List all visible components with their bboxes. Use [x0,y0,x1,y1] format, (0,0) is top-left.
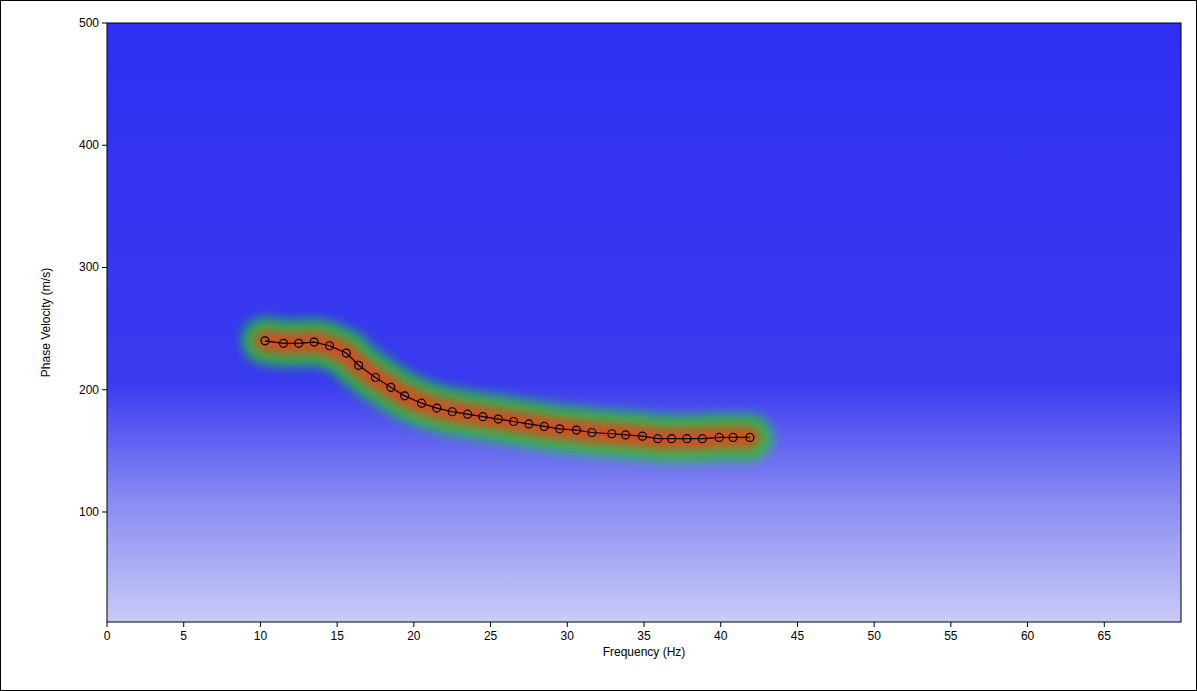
picked-point [698,435,706,443]
x-tick-label: 45 [791,629,805,643]
picked-point [342,349,350,357]
x-tick-label: 10 [254,629,268,643]
picked-point [556,425,564,433]
x-tick-label: 25 [484,629,498,643]
picked-point [540,422,548,430]
plot-marks [261,337,754,443]
x-tick-label: 0 [104,629,111,643]
dispersion-curve [265,341,750,439]
picked-point [683,435,691,443]
picked-point [464,410,472,418]
picked-point [494,415,502,423]
picked-point [654,435,662,443]
y-tick-label: 200 [79,383,99,397]
picked-point [668,435,676,443]
x-tick [337,622,338,627]
x-tick-label: 65 [1098,629,1112,643]
picked-point [448,408,456,416]
picked-point [510,418,518,426]
x-tick [1027,622,1028,627]
x-tick [183,622,184,627]
x-tick-label: 50 [867,629,881,643]
x-tick [490,622,491,627]
picked-point [401,392,409,400]
picked-point [387,383,395,391]
page-frame [1,1,1197,691]
y-tick-label: 300 [79,260,99,274]
x-tick-label: 40 [714,629,728,643]
x-tick [874,622,875,627]
y-tick-label: 400 [79,138,99,152]
picked-point [479,413,487,421]
plot-frame [107,23,1181,622]
picked-point [608,430,616,438]
y-tick [102,389,107,390]
picked-point [433,404,441,412]
x-tick [950,622,951,627]
picked-point [729,433,737,441]
picked-point [310,338,318,346]
picked-point [572,426,580,434]
picked-point [525,420,533,428]
picked-point [715,433,723,441]
x-tick [413,622,414,627]
y-tick-label: 500 [79,16,99,30]
picked-point [622,431,630,439]
x-tick [107,622,108,627]
picked-point [418,399,426,407]
y-tick [102,267,107,268]
x-tick-label: 20 [407,629,421,643]
chart: 0 5 10 15 20 25 30 35 40 45 50 55 60 65 100 200 300 400 50… [0,0,1197,691]
x-tick-label: 5 [180,629,187,643]
picked-point [295,339,303,347]
picked-point [279,339,287,347]
y-tick [102,23,107,24]
picked-point [325,342,333,350]
y-tick-label: 100 [79,505,99,519]
y-axis-title: Phase Velocity (m/s) [39,268,53,377]
y-tick [102,511,107,512]
picked-point [746,433,754,441]
x-tick [567,622,568,627]
picked-point [261,337,269,345]
x-tick [797,622,798,627]
x-tick-label: 35 [637,629,651,643]
picked-point [355,361,363,369]
x-tick-label: 60 [1021,629,1035,643]
energy-core [265,341,750,439]
x-tick-label: 55 [944,629,958,643]
x-axis-title: Frequency (Hz) [603,645,686,659]
x-tick [644,622,645,627]
plot-background [107,23,1181,622]
picked-point [372,374,380,382]
x-tick [720,622,721,627]
y-tick [102,145,107,146]
x-tick-label: 15 [330,629,344,643]
x-tick-label: 30 [561,629,575,643]
picked-point [638,432,646,440]
x-tick [1104,622,1105,627]
x-tick [260,622,261,627]
energy-halo [265,341,750,439]
picked-point [588,429,596,437]
